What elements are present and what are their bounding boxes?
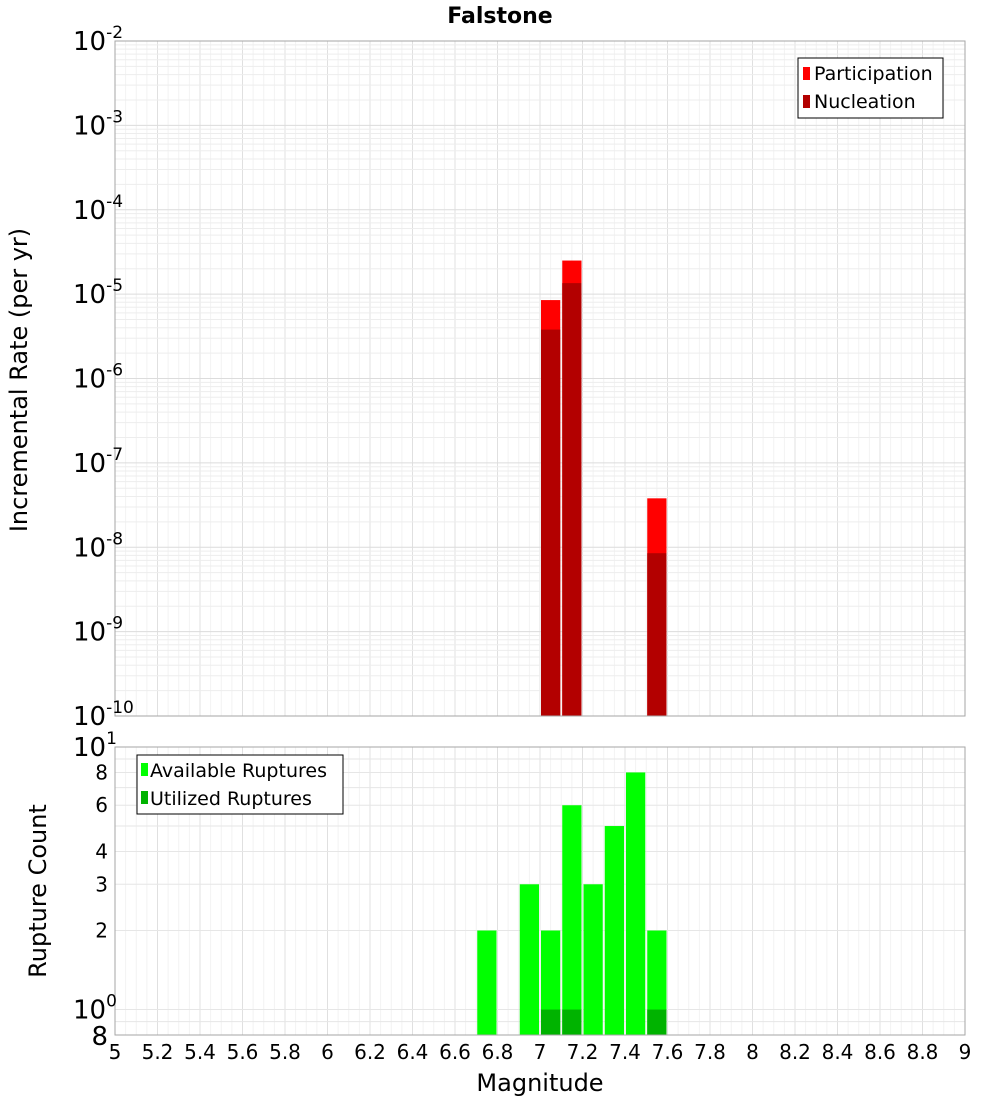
bottom-bar-utilized-ruptures [562, 1009, 582, 1035]
x-tick-label: 7 [534, 1040, 547, 1064]
x-tick-label: 8.2 [779, 1040, 811, 1064]
bottom-bar-available-ruptures [519, 884, 539, 1035]
bottom-bar-available-ruptures [604, 826, 624, 1035]
top-bars [541, 260, 667, 716]
bottom-bar-available-ruptures [541, 930, 561, 1035]
top-legend-box [797, 57, 944, 119]
x-tick-label: 5.4 [184, 1040, 216, 1064]
top-y-tick-label: 10-3 [73, 107, 123, 141]
x-tick-label: 5.2 [142, 1040, 174, 1064]
bottom-bar-available-ruptures [647, 930, 667, 1035]
bottom-plot-border [114, 746, 966, 1036]
top-y-tick-label: 10-10 [73, 698, 134, 732]
bottom-y-tick-label: 101 [73, 729, 117, 763]
bottom-legend: Available Ruptures Utilized Ruptures [136, 754, 344, 815]
bottom-y-tick-label: 8 [91, 1022, 108, 1052]
x-tick-label: 7.4 [609, 1040, 641, 1064]
x-tick-label: 7.2 [567, 1040, 599, 1064]
x-tick-label: 5.6 [227, 1040, 259, 1064]
x-tick-label: 6.8 [482, 1040, 514, 1064]
legend-label-participation: Participation [814, 63, 933, 85]
x-tick-label: 8.6 [864, 1040, 896, 1064]
bottom-bar-available-ruptures [562, 805, 582, 1035]
legend-label-available-ruptures: Available Ruptures [150, 760, 327, 782]
x-tick-labels: 5 5.2 5.4 5.6 5.8 6 6.2 6.4 6.6 6.8 7 7.2 7.4 7.6 7.8 8… [109, 1040, 972, 1064]
top-y-tick-label: 10-9 [73, 614, 123, 648]
top-bar-nucleation [562, 283, 582, 716]
bottom-y-tick-label: 3 [95, 872, 108, 896]
bottom-bar-utilized-ruptures [647, 1009, 667, 1035]
top-y-tick-label: 10-6 [73, 361, 123, 395]
bottom-y-axis-label: Rupture Count [24, 804, 52, 978]
chart-title: Falstone [447, 4, 552, 29]
top-y-tick-label: 10-4 [73, 192, 123, 226]
x-tick-label: 5 [109, 1040, 122, 1064]
top-panel: 10-10 10-9 10-8 10-7 10-6 10-5 10-4 10-3 10-2 [73, 23, 966, 732]
x-tick-label: 8.8 [907, 1040, 939, 1064]
bottom-y-tick-label: 6 [95, 793, 108, 817]
x-tick-label: 5.8 [269, 1040, 301, 1064]
bottom-y-tick-label: 100 [73, 992, 117, 1026]
top-y-tick-label: 10-5 [73, 276, 123, 310]
top-plot-border [114, 40, 966, 717]
x-tick-label: 7.8 [694, 1040, 726, 1064]
x-tick-label: 8 [746, 1040, 759, 1064]
bottom-bars [477, 772, 667, 1035]
top-legend: Participation Nucleation [797, 57, 944, 119]
top-grid [114, 41, 966, 717]
x-axis-label: Magnitude [476, 1069, 603, 1097]
x-tick-label: 6.2 [354, 1040, 386, 1064]
top-y-tick-label: 10-7 [73, 445, 123, 479]
top-y-axis-label: Incremental Rate (per yr) [5, 228, 33, 532]
bottom-bar-utilized-ruptures [541, 1009, 561, 1035]
bottom-bar-available-ruptures [626, 772, 646, 1035]
x-tick-label: 6 [321, 1040, 334, 1064]
legend-swatch-nucleation [803, 95, 810, 108]
top-y-tick-labels: 10-10 10-9 10-8 10-7 10-6 10-5 10-4 10-3 10-2 [73, 23, 134, 732]
x-tick-label: 6.4 [397, 1040, 429, 1064]
bottom-bar-available-ruptures [477, 930, 497, 1035]
top-y-tick-label: 10-8 [73, 529, 123, 563]
bottom-y-tick-label: 4 [95, 839, 108, 863]
top-y-tick-label: 10-2 [73, 23, 123, 57]
x-tick-label: 6.6 [439, 1040, 471, 1064]
top-bar-nucleation [647, 553, 667, 716]
legend-label-nucleation: Nucleation [814, 91, 916, 113]
legend-swatch-participation [803, 67, 810, 80]
x-tick-label: 7.6 [652, 1040, 684, 1064]
x-tick-label: 9 [959, 1040, 972, 1064]
x-tick-label: 8.4 [822, 1040, 854, 1064]
legend-label-utilized-ruptures: Utilized Ruptures [150, 788, 312, 810]
bottom-legend-box [136, 754, 344, 815]
legend-swatch-utilized [141, 791, 148, 804]
bottom-y-tick-label: 2 [95, 919, 108, 943]
bottom-y-tick-label: 8 [95, 760, 108, 784]
top-bar-nucleation [541, 329, 561, 716]
legend-swatch-available [141, 763, 148, 776]
bottom-bar-available-ruptures [583, 884, 603, 1035]
